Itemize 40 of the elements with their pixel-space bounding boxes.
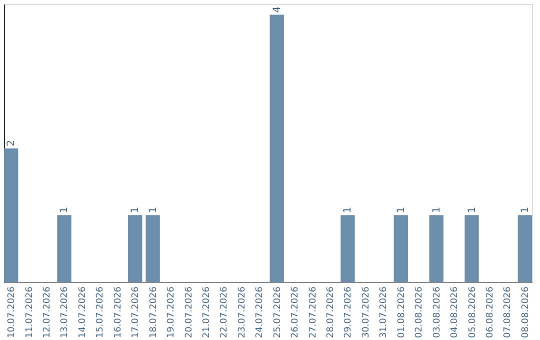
x-tick-label: 10.07.2026	[7, 286, 18, 338]
x-tick-label: 21.07.2026	[202, 286, 212, 338]
x-tick-label: 28.07.2026	[326, 286, 336, 338]
x-tick-label: 24.07.2026	[255, 286, 266, 338]
x-tick-label: 02.08.2026	[414, 286, 425, 338]
x-tick-label: 01.08.2026	[396, 286, 407, 338]
data-label: 1	[396, 206, 407, 214]
x-tick-label: 13.07.2026	[60, 286, 70, 338]
x-tick-label: 03.08.2026	[432, 286, 442, 338]
x-tick-label: 30.07.2026	[361, 286, 372, 338]
x-tick-label: 14.07.2026	[78, 286, 88, 338]
x-tick-label: 29.07.2026	[344, 286, 354, 338]
data-label: 1	[59, 206, 70, 214]
data-label: 1	[130, 206, 142, 214]
x-tick-label: 23.07.2026	[237, 286, 248, 338]
data-label: 1	[148, 206, 159, 214]
x-tick-label: 08.08.2026	[520, 286, 531, 338]
x-tick-label: 16.07.2026	[113, 286, 124, 338]
data-label: 1	[466, 206, 478, 214]
x-tick-label: 31.07.2026	[379, 286, 390, 338]
x-tick-label: 04.08.2026	[450, 286, 460, 338]
data-label: 1	[342, 206, 354, 214]
x-tick-label: 19.07.2026	[166, 286, 177, 338]
x-tick-label: 07.08.2026	[503, 286, 514, 338]
x-tick-label: 20.07.2026	[184, 286, 194, 338]
data-label: 2	[6, 140, 18, 146]
x-tick-label: 25.07.2026	[272, 286, 283, 338]
data-label: 1	[431, 206, 442, 214]
x-tick-label: 26.07.2026	[290, 286, 301, 338]
x-tick-label: 06.08.2026	[485, 286, 496, 338]
x-tick-label: 18.07.2026	[148, 286, 159, 338]
x-tick-label: 17.07.2026	[131, 286, 142, 338]
data-label: 1	[520, 206, 531, 214]
x-tick-label: 12.07.2026	[42, 286, 53, 338]
x-tick-label: 22.07.2026	[220, 286, 230, 338]
data-label: 4	[272, 6, 283, 13]
x-tick-label: 11.07.2026	[24, 286, 35, 338]
x-tick-label: 27.07.2026	[308, 286, 318, 338]
x-tick-label: 05.08.2026	[468, 286, 478, 338]
x-tick-label: 15.07.2026	[96, 286, 106, 338]
